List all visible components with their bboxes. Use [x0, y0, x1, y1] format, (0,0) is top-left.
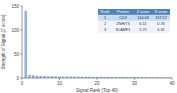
table-cell: 144.08	[137, 16, 149, 20]
x-tick-label: 30	[132, 81, 138, 86]
x-tick-label: 40	[169, 81, 175, 86]
x-tick-label: 10	[57, 81, 63, 86]
bar	[28, 75, 31, 78]
table-row-bg	[98, 21, 170, 27]
y-tick-label: 0	[16, 76, 19, 81]
table-cell: SLAMF1	[116, 28, 131, 32]
table-cell: ZNHIT3	[116, 22, 129, 26]
table-cell: 3	[104, 28, 106, 32]
bar	[36, 76, 39, 78]
y-axis	[22, 6, 23, 78]
x-tick-label: 20	[94, 81, 100, 86]
table-cell: 0.31	[157, 28, 164, 32]
y-tick	[20, 78, 22, 79]
table-header: Protein	[117, 10, 129, 14]
y-tick-label: 50	[14, 52, 20, 57]
table-cell: 0.76	[157, 22, 164, 26]
table-cell: 1	[104, 16, 106, 20]
bar	[43, 76, 46, 78]
table-header: S score	[155, 10, 168, 14]
y-tick	[20, 30, 22, 31]
table-cell: 2	[104, 22, 106, 26]
y-tick	[20, 54, 22, 55]
y-axis-label: Strength of Signal (Z score)	[1, 14, 6, 70]
y-tick-label: 100	[11, 28, 19, 33]
x-tick-label: 0	[21, 81, 24, 86]
table-header: Z score	[137, 10, 150, 14]
bar	[32, 75, 35, 78]
y-tick	[20, 6, 22, 7]
chart: 0 50 100 150 0 10 20 30 40 Signal Rank (Top 40) St…	[0, 0, 177, 93]
bar	[39, 76, 42, 78]
table: Rank Protein Z score S score 1 CD3 144.08 137.5…	[98, 9, 170, 33]
table-cell: 6.51	[139, 22, 146, 26]
table-header: Rank	[101, 10, 110, 14]
bars	[24, 11, 172, 78]
table-header-bg	[98, 9, 170, 15]
table-row-bg	[98, 27, 170, 33]
table-cell: 5.75	[139, 28, 146, 32]
bar	[24, 11, 27, 78]
x-axis-label: Signal Rank (Top 40)	[76, 88, 119, 93]
table-row-bg	[98, 15, 170, 21]
y-tick-label: 150	[11, 4, 19, 9]
table-cell: 137.57	[155, 16, 167, 20]
table-cell: CD3	[119, 16, 127, 20]
